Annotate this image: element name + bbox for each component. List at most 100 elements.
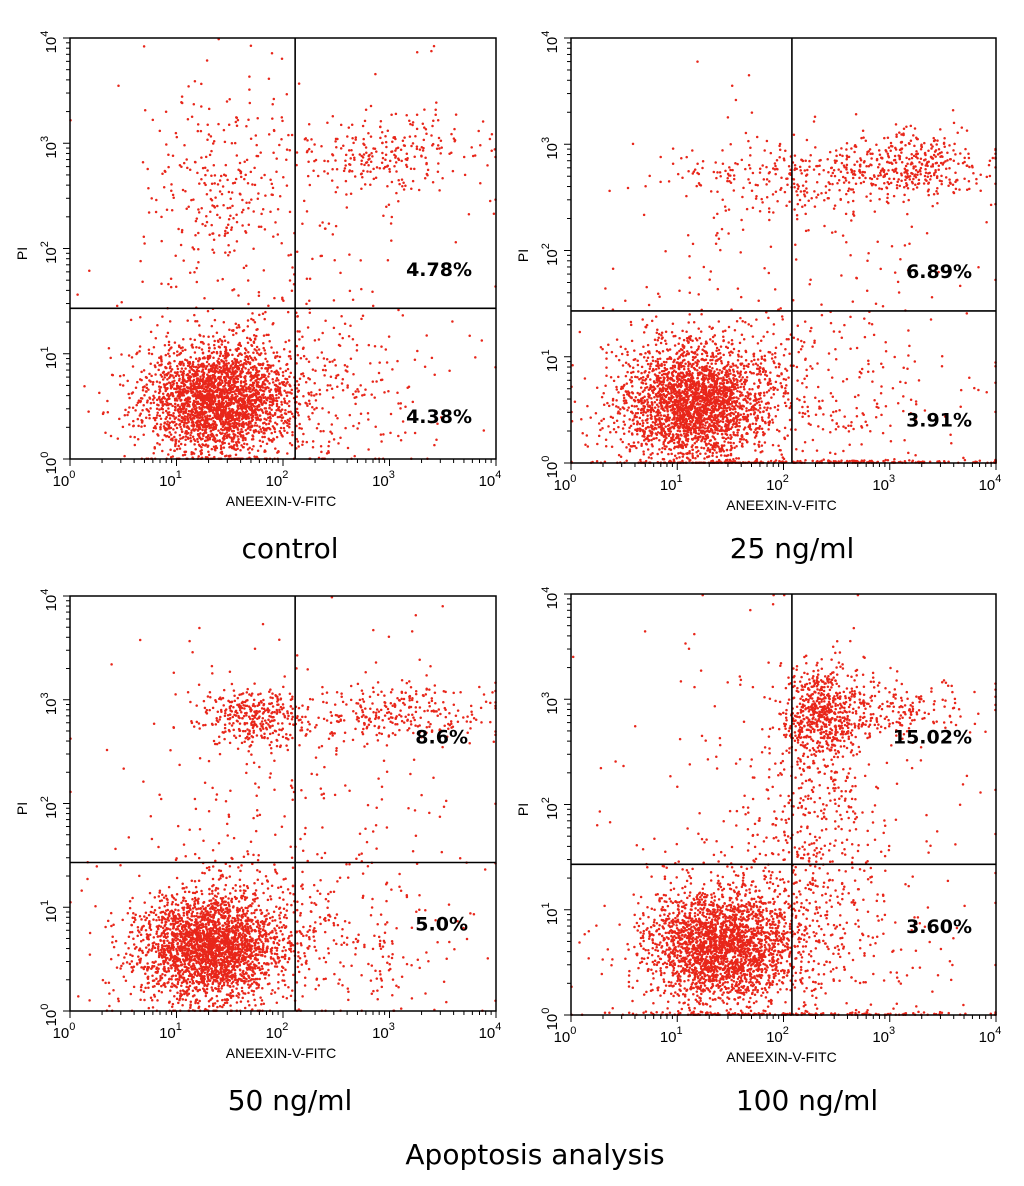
- data-point: [311, 446, 315, 449]
- data-point: [454, 241, 458, 244]
- data-point: [174, 444, 177, 448]
- data-point: [437, 162, 440, 165]
- data-point: [221, 277, 224, 281]
- data-point: [385, 145, 388, 149]
- data-point: [219, 382, 222, 385]
- data-point: [256, 154, 260, 158]
- data-point: [227, 253, 230, 257]
- data-point: [658, 371, 661, 374]
- data-point: [344, 159, 347, 162]
- data-point: [263, 428, 266, 432]
- data-point: [169, 365, 172, 368]
- data-point: [398, 182, 401, 186]
- data-point: [344, 179, 348, 183]
- data-point: [394, 161, 398, 164]
- data-point: [162, 425, 166, 428]
- data-point: [128, 406, 131, 409]
- data-point: [197, 455, 200, 458]
- data-point: [179, 370, 183, 373]
- data-point: [338, 332, 342, 336]
- data-point: [614, 430, 618, 434]
- data-point: [335, 168, 339, 171]
- data-point: [207, 362, 211, 366]
- data-point: [322, 429, 325, 433]
- data-point: [423, 126, 426, 129]
- data-point: [220, 343, 224, 346]
- data-point: [243, 177, 246, 181]
- data-point: [207, 381, 210, 384]
- data-point: [282, 421, 285, 425]
- data-point: [288, 350, 292, 353]
- data-point: [282, 175, 285, 179]
- data-point: [782, 353, 786, 357]
- data-point: [152, 452, 155, 455]
- data-point: [182, 407, 185, 411]
- data-point: [184, 380, 187, 383]
- data-point: [644, 351, 647, 355]
- data-point: [453, 127, 456, 131]
- data-point: [126, 379, 129, 383]
- data-point: [180, 230, 184, 234]
- data-point: [191, 410, 195, 413]
- data-point: [451, 169, 455, 173]
- data-point: [305, 402, 308, 405]
- data-point: [201, 433, 205, 436]
- data-point: [231, 288, 234, 292]
- data-point: [274, 379, 278, 382]
- data-point: [223, 339, 227, 342]
- data-point: [285, 148, 289, 151]
- data-point: [180, 367, 184, 370]
- data-point: [232, 373, 236, 376]
- data-point: [224, 377, 227, 380]
- data-point: [214, 196, 217, 199]
- data-point: [248, 446, 251, 450]
- data-point: [241, 421, 244, 425]
- data-point: [333, 358, 336, 362]
- data-point: [381, 141, 384, 145]
- data-point: [228, 206, 232, 209]
- data-point: [275, 422, 279, 426]
- data-point: [168, 320, 172, 323]
- data-point: [231, 362, 235, 366]
- data-point: [646, 436, 649, 439]
- data-point: [201, 437, 204, 441]
- data-point: [167, 165, 170, 169]
- data-point: [127, 354, 131, 357]
- data-point: [178, 447, 182, 450]
- data-point: [151, 383, 155, 386]
- data-point: [346, 386, 349, 389]
- data-point: [231, 407, 234, 411]
- data-point: [258, 414, 261, 417]
- data-point: [255, 424, 259, 427]
- data-point: [206, 169, 209, 172]
- data-point: [207, 368, 211, 371]
- data-point: [121, 384, 125, 387]
- data-point: [179, 363, 182, 367]
- data-point: [198, 425, 202, 429]
- data-point: [323, 170, 326, 173]
- data-point: [653, 406, 657, 409]
- data-point: [172, 411, 175, 415]
- data-point: [327, 449, 330, 453]
- data-point: [326, 172, 330, 175]
- data-point: [242, 394, 245, 398]
- data-point: [193, 313, 196, 317]
- data-point: [251, 435, 255, 438]
- data-point: [365, 151, 368, 155]
- data-point: [154, 210, 158, 214]
- data-point: [295, 395, 299, 398]
- data-point: [220, 418, 223, 421]
- data-point: [490, 132, 494, 136]
- data-point: [257, 294, 261, 297]
- data-point: [803, 441, 807, 444]
- data-point: [106, 411, 110, 414]
- data-point: [207, 346, 211, 350]
- data-point: [276, 208, 280, 211]
- data-point: [242, 390, 245, 394]
- data-point: [225, 100, 229, 103]
- data-point: [393, 165, 396, 168]
- data-point: [255, 345, 259, 349]
- data-point: [656, 391, 660, 395]
- data-point: [254, 421, 257, 425]
- data-point: [388, 167, 391, 171]
